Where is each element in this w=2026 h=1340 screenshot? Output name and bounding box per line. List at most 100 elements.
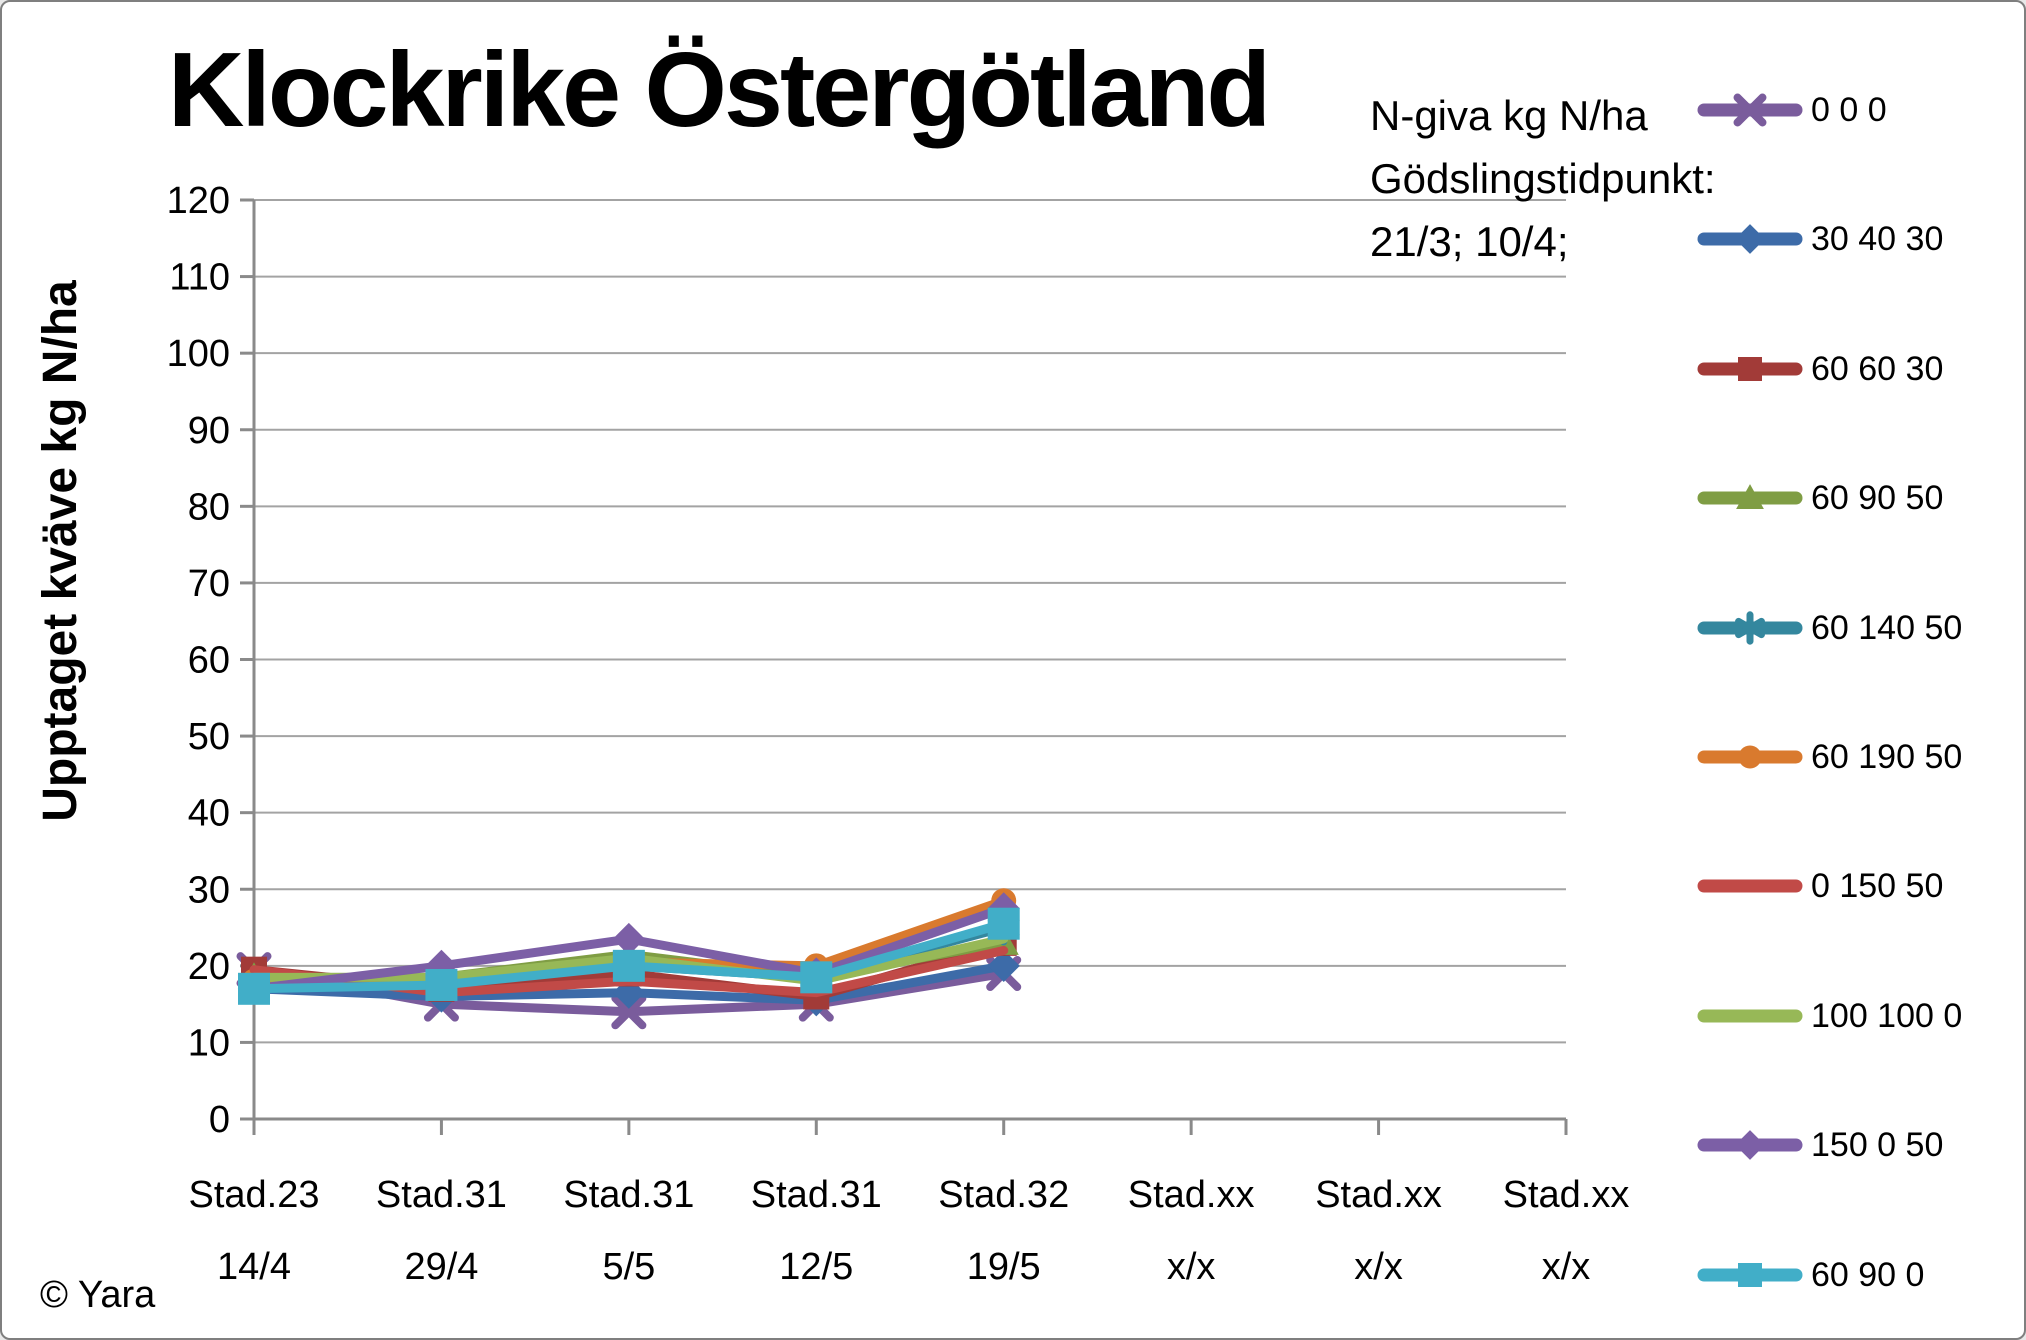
legend-swatch-150-0-50: [1697, 1130, 1803, 1161]
legend-label: 60 190 50: [1811, 738, 1963, 776]
series-marker-150-0-50-pt2: [612, 922, 645, 956]
legend-header: N-giva kg N/ha Gödslingstidpunkt: 21/3; …: [1370, 84, 1750, 273]
y-tick-label-10: 10: [188, 1022, 230, 1064]
x-tick-label-stage-4: Stad.32: [938, 1174, 1069, 1216]
series-marker-60-90-0-pt4: [987, 907, 1020, 940]
marker-shape: [1735, 224, 1765, 255]
marker-shape: [1735, 1130, 1765, 1161]
x-tick-label-stage-5: Stad.xx: [1128, 1174, 1255, 1216]
x-tick-label-date-7: x/x: [1542, 1246, 1591, 1288]
legend-label: 150 0 50: [1811, 1126, 1944, 1165]
legend-item-60-190-50: 60 190 50: [1696, 731, 1962, 783]
legend-label: 60 140 50: [1811, 608, 1963, 647]
x-tick-label-stage-6: Stad.xx: [1315, 1174, 1442, 1216]
legend-marker: [1735, 224, 1765, 255]
legend-marker: [1733, 93, 1767, 127]
legend-label: 60 60 30: [1811, 349, 1944, 388]
series-marker-30-40-30-pt4: [987, 949, 1020, 982]
legend-marker: [1738, 356, 1762, 381]
legend-item-30-40-30: 30 40 30: [1696, 213, 1943, 265]
y-axis-title: Upptaget kväve kg N/ha: [34, 280, 87, 822]
legend-header-line-2: Gödslingstidpunkt:: [1370, 155, 1716, 202]
marker-shape: [611, 994, 647, 1030]
legend-label: 0 150 50: [1811, 867, 1944, 906]
legend-label: 60 90 50: [1811, 479, 1944, 518]
legend-item-60-60-30: 60 60 30: [1696, 343, 1943, 395]
series-marker-0-0-0-pt2: [611, 994, 647, 1030]
legend-swatch-0-0-0: [1697, 93, 1803, 127]
marker-shape: [1738, 356, 1762, 381]
x-tick-label-date-4: 19/5: [967, 1246, 1041, 1288]
legend-item-150-0-50: 150 0 50: [1696, 1119, 1943, 1171]
marker-shape: [425, 968, 458, 1001]
legend-swatch-60-90-0: [1697, 1262, 1803, 1287]
marker-shape: [612, 922, 645, 956]
x-tick-label-stage-2: Stad.31: [563, 1174, 694, 1216]
y-tick-label-40: 40: [188, 793, 230, 835]
marker-shape: [1738, 1262, 1762, 1287]
y-tick-label-30: 30: [188, 869, 230, 911]
legend-label: 30 40 30: [1811, 220, 1944, 259]
y-tick-label-60: 60: [188, 640, 230, 682]
marker-shape: [1736, 484, 1764, 510]
legend-label: 0 0 0: [1811, 91, 1887, 129]
x-tick-label-date-0: 14/4: [217, 1246, 291, 1288]
marker-shape: [1733, 93, 1767, 127]
marker-shape: [1738, 745, 1762, 769]
legend-swatch-60-90-50: [1697, 484, 1803, 510]
legend-swatch-100-100-0: [1697, 1009, 1803, 1023]
series-marker-60-90-0-pt3: [800, 961, 833, 994]
x-tick-label-date-1: 29/4: [404, 1246, 478, 1288]
marker-shape: [1735, 610, 1765, 645]
legend-marker: [1736, 484, 1764, 510]
legend-item-0-0-0: 0 0 0: [1696, 84, 1887, 136]
y-tick-label-90: 90: [188, 410, 230, 452]
legend-marker: [1735, 1130, 1765, 1161]
series-marker-60-90-0-pt0: [238, 972, 270, 1005]
legend-marker: [1738, 745, 1762, 769]
legend-item-0-150-50: 0 150 50: [1696, 860, 1943, 912]
legend-label: 60 90 0: [1811, 1255, 1925, 1294]
legend-swatch-30-40-30: [1697, 224, 1803, 255]
y-tick-label-100: 100: [167, 333, 230, 375]
chart-title: Klockrike Östergötland: [167, 31, 1271, 149]
y-tick-label-110: 110: [169, 257, 230, 299]
marker-shape: [987, 907, 1020, 940]
legend-swatch-60-140-50: [1697, 610, 1803, 645]
legend-swatch-60-190-50: [1697, 745, 1803, 769]
marker-shape: [800, 961, 833, 994]
marker-shape: [987, 949, 1020, 982]
legend-header-line-3: 21/3; 10/4;: [1370, 218, 1569, 265]
x-tick-label-date-3: 12/5: [779, 1246, 853, 1288]
y-tick-label-80: 80: [188, 486, 230, 528]
x-tick-label-stage-0: Stad.23: [189, 1174, 320, 1216]
x-tick-label-date-6: x/x: [1354, 1246, 1403, 1288]
series-marker-60-90-0-pt2: [612, 949, 645, 982]
marker-shape: [238, 972, 270, 1005]
y-tick-label-70: 70: [188, 563, 230, 605]
legend-label: 100 100 0: [1811, 996, 1963, 1035]
legend-item-60-90-50: 60 90 50: [1696, 472, 1943, 524]
legend-item-60-140-50: 60 140 50: [1696, 602, 1962, 654]
series-marker-60-90-0-pt1: [425, 968, 458, 1001]
x-tick-label-date-5: x/x: [1167, 1246, 1216, 1288]
x-tick-label-date-2: 5/5: [602, 1246, 655, 1288]
legend-item-60-90-0: 60 90 0: [1696, 1249, 1924, 1301]
y-tick-label-120: 120: [167, 180, 230, 222]
legend-item-100-100-0: 100 100 0: [1696, 990, 1962, 1042]
legend-marker: [1738, 1262, 1762, 1287]
y-tick-label-50: 50: [188, 716, 230, 758]
legend-marker: [1735, 610, 1765, 645]
legend-header-line-1: N-giva kg N/ha: [1370, 92, 1648, 139]
marker-shape: [612, 949, 645, 982]
y-tick-label-20: 20: [188, 946, 230, 988]
legend-swatch-0-150-50: [1697, 879, 1803, 893]
y-tick-label-0: 0: [209, 1099, 230, 1141]
x-tick-label-stage-1: Stad.31: [376, 1174, 507, 1216]
legend-swatch-60-60-30: [1697, 356, 1803, 381]
copyright: © Yara: [40, 1274, 156, 1316]
x-tick-label-stage-3: Stad.31: [751, 1174, 882, 1216]
x-tick-label-stage-7: Stad.xx: [1503, 1174, 1630, 1216]
